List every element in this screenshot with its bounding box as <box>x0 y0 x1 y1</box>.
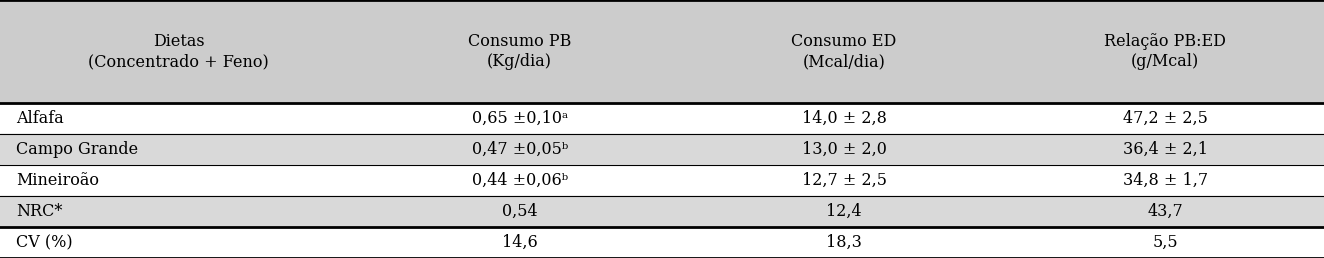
Text: 0,65 ±0,10ᵃ: 0,65 ±0,10ᵃ <box>471 110 568 127</box>
Bar <box>0 227 1324 258</box>
Text: 18,3: 18,3 <box>826 234 862 251</box>
Bar <box>0 134 1324 165</box>
Bar <box>0 0 1324 103</box>
Text: Campo Grande: Campo Grande <box>16 141 138 158</box>
Text: 14,6: 14,6 <box>502 234 538 251</box>
Text: NRC*: NRC* <box>16 203 62 220</box>
Text: 36,4 ± 2,1: 36,4 ± 2,1 <box>1123 141 1207 158</box>
Bar <box>0 103 1324 134</box>
Text: Mineiroão: Mineiroão <box>16 172 99 189</box>
Text: Dietas
(Concentrado + Feno): Dietas (Concentrado + Feno) <box>89 33 269 70</box>
Text: 0,44 ±0,06ᵇ: 0,44 ±0,06ᵇ <box>471 172 568 189</box>
Text: 12,7 ± 2,5: 12,7 ± 2,5 <box>801 172 887 189</box>
Bar <box>0 165 1324 196</box>
Text: 0,54: 0,54 <box>502 203 538 220</box>
Text: 47,2 ± 2,5: 47,2 ± 2,5 <box>1123 110 1207 127</box>
Bar <box>0 196 1324 227</box>
Text: 12,4: 12,4 <box>826 203 862 220</box>
Text: Alfafa: Alfafa <box>16 110 64 127</box>
Text: 34,8 ± 1,7: 34,8 ± 1,7 <box>1123 172 1207 189</box>
Text: 5,5: 5,5 <box>1152 234 1178 251</box>
Text: 43,7: 43,7 <box>1147 203 1184 220</box>
Text: 14,0 ± 2,8: 14,0 ± 2,8 <box>801 110 887 127</box>
Text: CV (%): CV (%) <box>16 234 73 251</box>
Text: 13,0 ± 2,0: 13,0 ± 2,0 <box>801 141 887 158</box>
Text: 0,47 ±0,05ᵇ: 0,47 ±0,05ᵇ <box>471 141 568 158</box>
Text: Consumo ED
(Mcal/dia): Consumo ED (Mcal/dia) <box>792 33 896 70</box>
Text: Relação PB:ED
(g/Mcal): Relação PB:ED (g/Mcal) <box>1104 33 1226 70</box>
Text: Consumo PB
(Kg/dia): Consumo PB (Kg/dia) <box>467 33 572 70</box>
